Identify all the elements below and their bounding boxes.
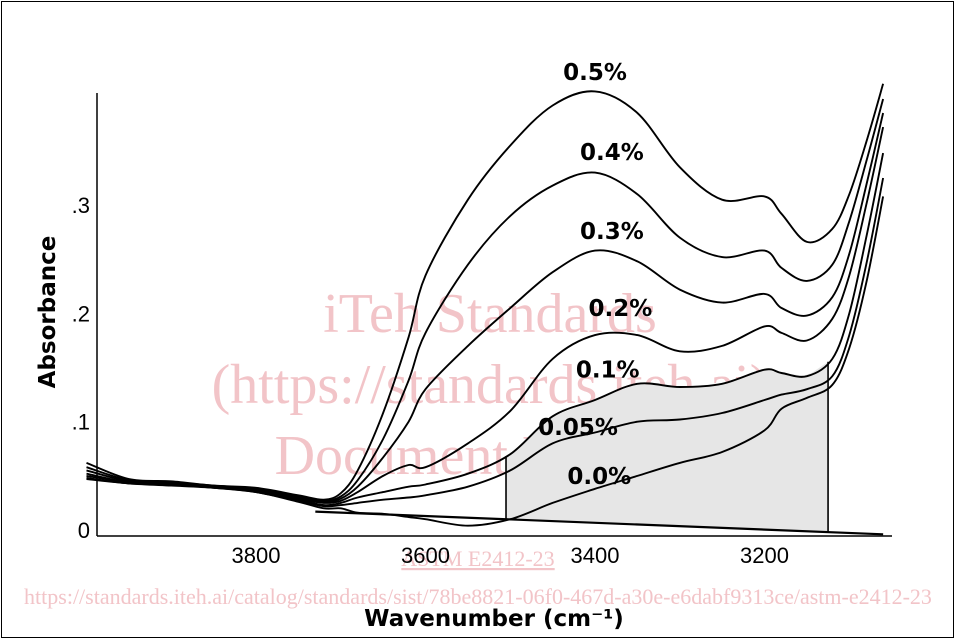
spectra — [86, 83, 885, 527]
spectrum-line-4 — [86, 152, 885, 507]
watermark-url: https://standards.iteh.ai/catalog/standa… — [24, 584, 932, 609]
series-label-1: 0.4% — [580, 140, 644, 166]
tick-labels: 3800 3600 3400 3200 0 .1 .2 .3 — [72, 193, 789, 568]
y-tick-label-0: 0 — [78, 518, 90, 543]
series-label-0: 0.5% — [563, 60, 627, 86]
y-tick-label-1: .1 — [72, 410, 90, 435]
spectrum-line-1 — [86, 98, 885, 502]
x-tick-label-1: 3600 — [401, 543, 450, 568]
series-label-2: 0.3% — [580, 219, 644, 245]
integration-region — [315, 361, 884, 536]
series-label-5: 0.05% — [538, 415, 618, 441]
x-tick-label-0: 3800 — [232, 543, 281, 568]
series-label-3: 0.2% — [589, 296, 653, 322]
x-axis-title: Wavenumber (cm⁻¹) — [364, 606, 624, 632]
series-label-6: 0.0% — [567, 464, 631, 490]
series-labels: 0.5% 0.4% 0.3% 0.2% 0.1% 0.05% 0.0% — [538, 60, 652, 490]
y-tick-label-2: .2 — [72, 301, 90, 326]
baseline — [315, 510, 884, 536]
spectrum-line-6 — [86, 196, 885, 527]
x-tick-label-3: 3200 — [740, 543, 789, 568]
y-axis-title: Absorbance — [35, 236, 61, 389]
spectrum-line-3 — [86, 126, 885, 504]
watermark-standard: ASTM E2412-23 — [401, 546, 554, 571]
axes — [96, 93, 892, 537]
series-label-4: 0.1% — [576, 358, 640, 384]
y-tick-label-3: .3 — [72, 193, 90, 218]
shaded-area — [506, 361, 829, 533]
x-tick-label-2: 3400 — [571, 543, 620, 568]
spectrum-line-0 — [86, 83, 885, 501]
